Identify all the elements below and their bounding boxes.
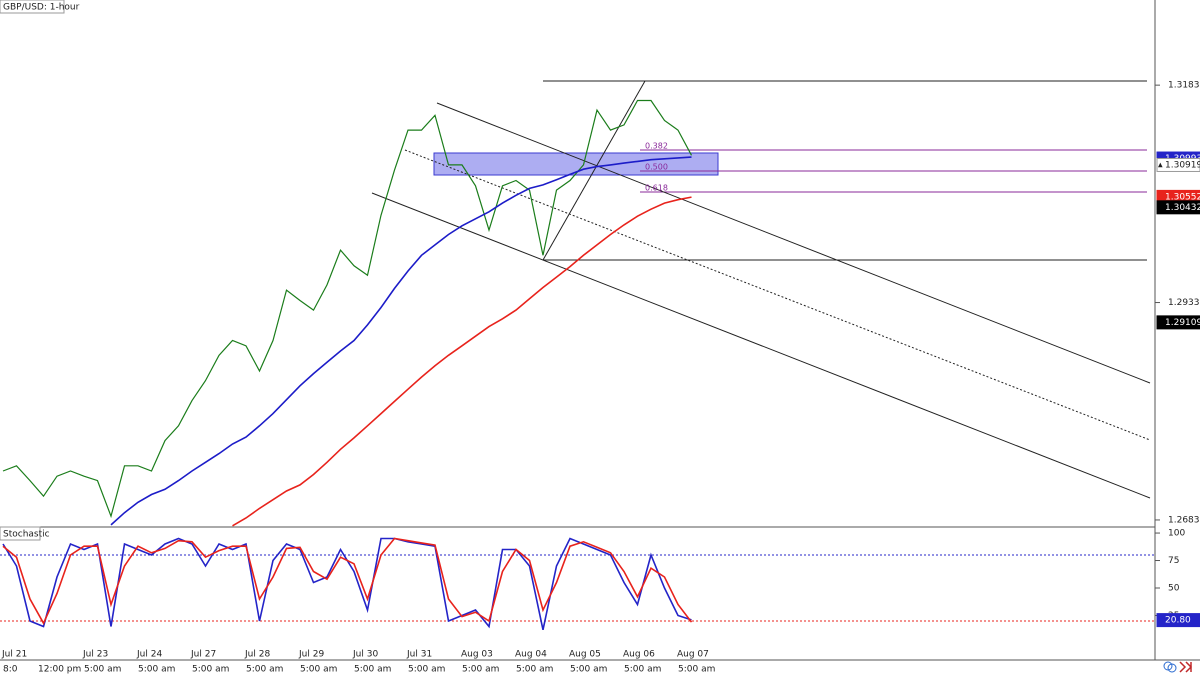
y-tick-label: 50 bbox=[1168, 584, 1180, 594]
indicator-title: Stochastic bbox=[3, 530, 50, 540]
price-label-box bbox=[1156, 157, 1200, 172]
x-date-label: Aug 03 bbox=[461, 650, 493, 660]
title-box bbox=[0, 526, 41, 541]
x-time-label: 5:00 am bbox=[408, 665, 445, 675]
price-label-box bbox=[1156, 200, 1200, 215]
price-label: 1.30432 bbox=[1165, 203, 1200, 213]
fib-label: 0.500 bbox=[645, 163, 668, 172]
y-tick-label: 75 bbox=[1168, 556, 1179, 566]
x-time-label: 5:00 am bbox=[462, 665, 499, 675]
price-label: 1.29109 bbox=[1165, 318, 1200, 328]
y-tick-label: 1.26837 bbox=[1168, 515, 1200, 525]
x-time-label: 5:00 am bbox=[516, 665, 553, 675]
x-date-label: Jul 27 bbox=[190, 650, 216, 660]
x-time-label: 5:00 am bbox=[138, 665, 175, 675]
fib-label: 0.382 bbox=[645, 142, 668, 151]
x-time-label: 8:0 bbox=[3, 665, 18, 675]
price-label: 1.30552 bbox=[1165, 192, 1200, 202]
x-time-label: 5:00 am bbox=[246, 665, 283, 675]
x-date-label: Aug 06 bbox=[623, 650, 655, 660]
icon[interactable] bbox=[1179, 661, 1193, 673]
fib-trend-line bbox=[542, 80, 646, 261]
x-date-label: Jul 28 bbox=[244, 650, 270, 660]
x-date-label: Aug 05 bbox=[569, 650, 601, 660]
y-tick-label: 100 bbox=[1168, 529, 1185, 539]
x-date-label: Jul 24 bbox=[136, 650, 162, 660]
series-line bbox=[2, 537, 693, 625]
chart-title: GBP/USD: 1-hour bbox=[3, 3, 80, 13]
price-label: 1.30919 bbox=[1165, 160, 1200, 170]
fib-label: 0.618 bbox=[645, 184, 668, 193]
x-time-label: 5:00 am bbox=[84, 665, 121, 675]
x-date-label: Aug 04 bbox=[515, 650, 547, 660]
zone-rectangle bbox=[433, 152, 719, 176]
series-line bbox=[110, 156, 692, 526]
price-label-box bbox=[1156, 315, 1200, 330]
channel-median bbox=[404, 149, 1151, 441]
toolbar-icons[interactable] bbox=[1163, 661, 1193, 673]
x-date-label: Jul 29 bbox=[298, 650, 324, 660]
price-label-arrow: ▲ bbox=[1158, 161, 1163, 168]
price-label: 20.80 bbox=[1165, 616, 1191, 626]
icon[interactable] bbox=[1167, 663, 1177, 673]
x-time-label: 5:00 am bbox=[678, 665, 715, 675]
x-time-label: 5:00 am bbox=[570, 665, 607, 675]
y-tick-label: 1.29337 bbox=[1168, 298, 1200, 308]
series-line bbox=[232, 196, 692, 527]
x-time-label: 5:00 am bbox=[300, 665, 337, 675]
x-time-label: 5:00 am bbox=[354, 665, 391, 675]
x-time-label: 5:00 am bbox=[192, 665, 229, 675]
title-box bbox=[0, 0, 65, 14]
x-time-label: 5:00 am bbox=[624, 665, 661, 675]
x-time-label: 12:00 pm bbox=[38, 665, 81, 675]
x-date-label: Jul 23 bbox=[82, 650, 108, 660]
x-date-label: Aug 07 bbox=[677, 650, 709, 660]
price-label-box bbox=[1156, 613, 1200, 628]
series-line bbox=[2, 99, 693, 519]
channel-line bbox=[436, 102, 1151, 384]
x-date-label: Jul 21 bbox=[1, 650, 27, 660]
channel-line bbox=[371, 192, 1151, 499]
x-date-label: Jul 31 bbox=[406, 650, 432, 660]
x-date-label: Jul 30 bbox=[352, 650, 378, 660]
y-tick-label: 1.31837 bbox=[1168, 81, 1200, 91]
